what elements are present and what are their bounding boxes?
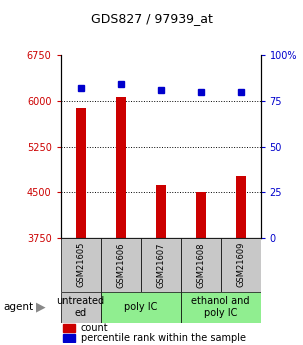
Text: GSM21607: GSM21607 [156, 242, 165, 287]
Bar [181, 292, 261, 323]
Bar [141, 238, 181, 292]
Text: GSM21605: GSM21605 [76, 242, 85, 287]
Text: percentile rank within the sample: percentile rank within the sample [81, 333, 246, 343]
Text: ▶: ▶ [36, 300, 46, 314]
Text: GDS827 / 97939_at: GDS827 / 97939_at [91, 12, 212, 25]
Text: untreated
ed: untreated ed [57, 296, 105, 318]
Bar [63, 334, 75, 342]
Text: poly IC: poly IC [124, 302, 157, 312]
Bar [101, 292, 181, 323]
Bar [156, 185, 166, 345]
Text: GSM21609: GSM21609 [236, 242, 245, 287]
Bar [63, 324, 75, 332]
Text: count: count [81, 323, 108, 333]
Bar [76, 108, 85, 345]
Text: GSM21606: GSM21606 [116, 242, 125, 287]
Bar [196, 192, 205, 345]
Bar [116, 97, 126, 345]
Bar [101, 238, 141, 292]
Text: GSM21608: GSM21608 [196, 242, 205, 287]
Bar [236, 177, 245, 345]
Text: agent: agent [3, 302, 33, 312]
Bar [181, 238, 221, 292]
Bar [61, 238, 101, 292]
Bar [61, 292, 101, 323]
Bar [221, 238, 261, 292]
Text: ethanol and
poly IC: ethanol and poly IC [191, 296, 250, 318]
